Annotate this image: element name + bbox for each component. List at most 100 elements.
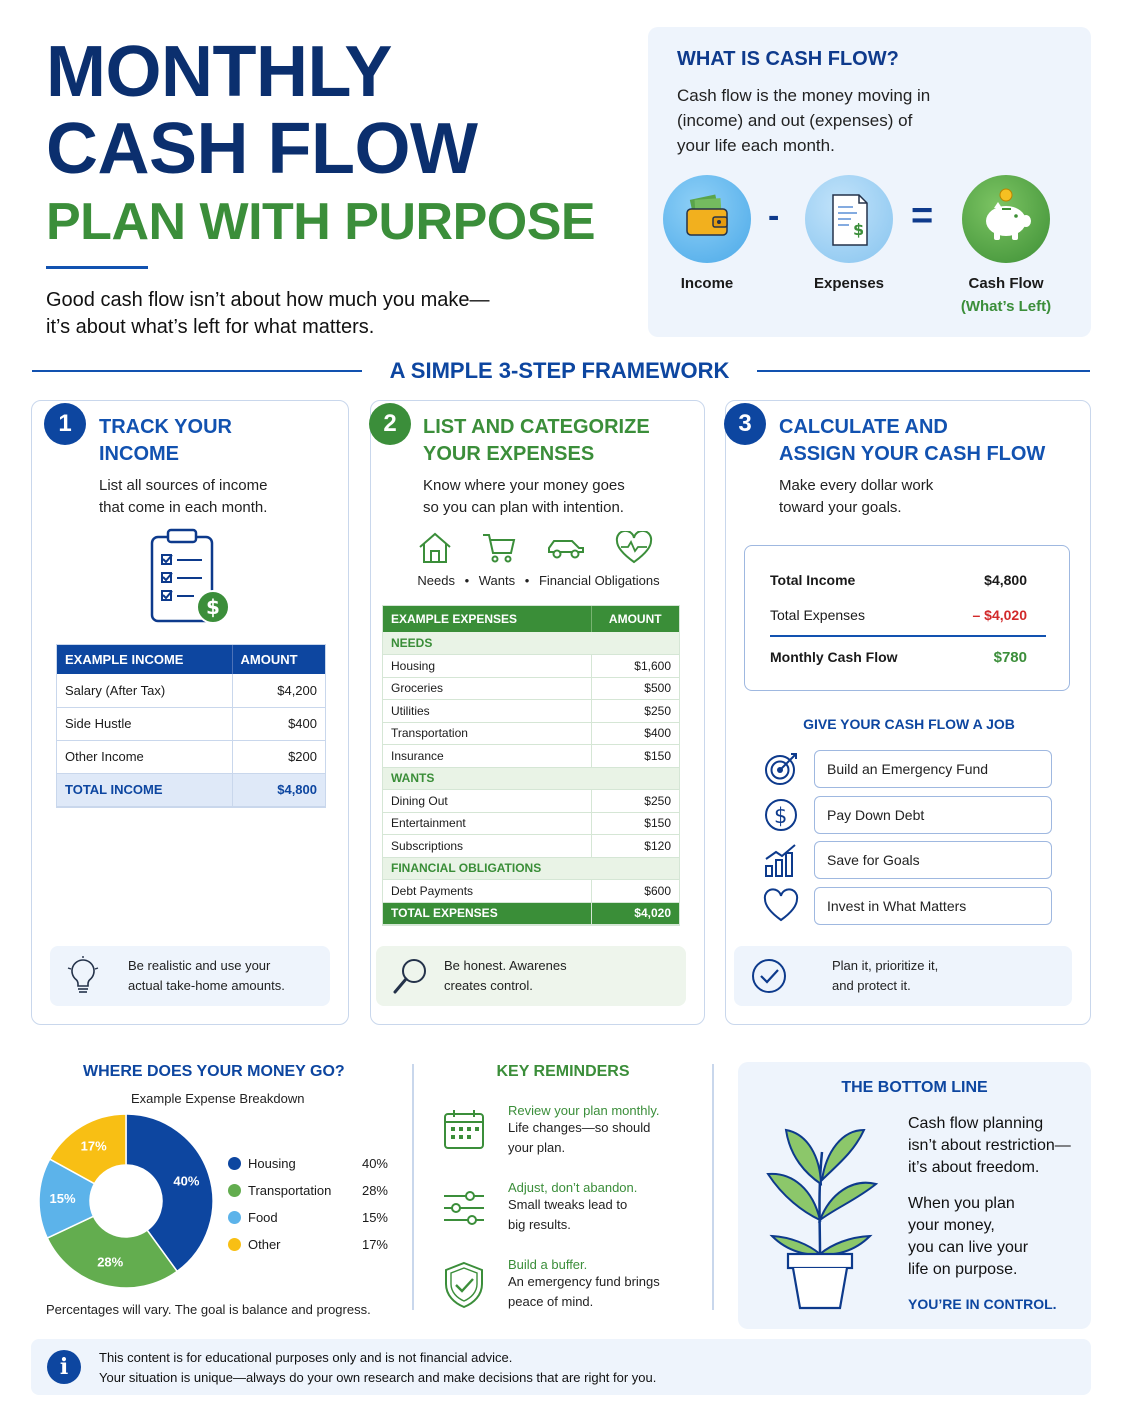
job-emergency-fund: Build an Emergency Fund	[814, 750, 1052, 788]
step3-title: CALCULATE AND ASSIGN YOUR CASH FLOW	[779, 416, 1046, 465]
slice-label-food: 15%	[50, 1191, 76, 1206]
subtitle: PLAN WITH PURPOSE	[46, 193, 596, 251]
step1-description: List all sources of income that come in …	[99, 477, 268, 516]
check-circle-icon	[752, 959, 786, 993]
cash-flow-label: Cash Flow	[968, 275, 1044, 292]
cash-flow-summary: Total Income $4,800 Total Expenses – $4,…	[744, 545, 1070, 691]
section-divider	[412, 1064, 414, 1310]
plant-icon	[766, 1128, 879, 1310]
step3-tip: Plan it, prioritize it, and protect it.	[734, 946, 1072, 1006]
reminder-2: Adjust, don’t abandon. Small tweaks lead…	[508, 1180, 638, 1232]
table-row: Groceries $500	[383, 677, 679, 700]
framework-rule-left	[32, 370, 362, 372]
title-underline	[46, 266, 148, 269]
cart-icon	[483, 534, 516, 563]
svg-text:$: $	[853, 220, 864, 239]
title-line1: MONTHLY	[46, 32, 392, 112]
expense-total-row: TOTAL EXPENSES $4,020	[383, 902, 679, 925]
step1-tip-line1: Be realistic and use your	[128, 958, 271, 973]
tagline: Good cash flow isn’t about how much you …	[46, 289, 490, 338]
bottom-line-cta: YOU’RE IN CONTROL.	[908, 1296, 1057, 1312]
step2-description: Know where your money goes so you can pl…	[423, 477, 625, 516]
category-row-needs: NEEDS	[383, 632, 679, 655]
table-row: Utilities $250	[383, 699, 679, 723]
income-label: Income	[680, 275, 734, 292]
table-row: Housing $1,600	[383, 654, 679, 678]
piggy-bank-icon	[986, 188, 1031, 240]
summary-expenses-amount: – $4,020	[972, 607, 1028, 623]
legend-item-transportation: Transportation 28%	[228, 1177, 388, 1204]
step2-tip-line1: Be honest. Awarenes	[444, 958, 567, 973]
step3-number: 3	[724, 403, 766, 445]
legend-item-other: Other 17%	[228, 1231, 388, 1258]
minus-sign: -	[768, 197, 780, 235]
legend-swatch	[228, 1211, 241, 1224]
table-row: Subscriptions $120	[383, 834, 679, 858]
step2-tip: Be honest. Awarenes creates control.	[376, 946, 686, 1006]
expense-col-amount: AMOUNT	[590, 606, 679, 632]
slice-label-other: 17%	[81, 1138, 107, 1153]
income-circle	[663, 175, 751, 263]
table-row: Insurance $150	[383, 744, 679, 768]
heart-icon	[763, 888, 799, 922]
table-row: Other Income $200	[57, 740, 325, 774]
summary-income-label: Total Income	[770, 572, 856, 588]
wallet-icon	[686, 194, 728, 236]
step1-tip: Be realistic and use your actual take-ho…	[50, 946, 330, 1006]
bottom-line-para2: When you plan your money, you can live y…	[908, 1195, 1029, 1278]
dollar-coin-icon: $	[765, 799, 797, 831]
table-row: Salary (After Tax) $4,200	[57, 674, 325, 708]
income-total-row: TOTAL INCOME $4,800	[57, 773, 325, 807]
title-line2: CASH FLOW	[46, 109, 478, 189]
bottom-line-para1: Cash flow planning isn’t about restricti…	[908, 1115, 1071, 1176]
jobs-title: GIVE YOUR CASH FLOW A JOB	[803, 716, 1015, 732]
category-row-financial: FINANCIAL OBLIGATIONS	[383, 857, 679, 880]
lightbulb-icon	[67, 956, 99, 993]
step2-number: 2	[369, 403, 411, 445]
chart-legend: Housing 40% Transportation 28% Food 15% …	[228, 1150, 388, 1258]
framework-title: A SIMPLE 3-STEP FRAMEWORK	[389, 358, 730, 383]
summary-cashflow-amount: $780	[993, 649, 1027, 666]
receipt-icon: $	[832, 194, 868, 246]
slice-housing	[125, 1113, 214, 1273]
car-icon	[548, 540, 584, 559]
step2-tip-line2: creates control.	[444, 978, 533, 993]
step1-number: 1	[44, 403, 86, 445]
table-row: Side Hustle $400	[57, 707, 325, 741]
chart-subtitle: Example Expense Breakdown	[131, 1091, 305, 1106]
reminders-title: KEY REMINDERS	[496, 1063, 630, 1080]
table-row: Transportation $400	[383, 722, 679, 745]
expense-table: EXAMPLE EXPENSES AMOUNT NEEDS Housing $1,…	[382, 605, 680, 926]
info-icon: i	[47, 1350, 81, 1384]
legend-item-food: Food 15%	[228, 1204, 388, 1231]
disclaimer-bar: i This content is for educational purpos…	[31, 1339, 1091, 1395]
sliders-icon	[444, 1191, 484, 1225]
reminder-3: Build a buffer. An emergency fund brings…	[508, 1257, 660, 1309]
expense-col-label: EXAMPLE EXPENSES	[383, 606, 591, 632]
summary-divider	[770, 635, 1046, 637]
bottom-line-title: THE BOTTOM LINE	[841, 1079, 988, 1096]
reminder-1: Review your plan monthly. Life changes—s…	[508, 1103, 660, 1155]
income-table: EXAMPLE INCOME AMOUNT Salary (After Tax)…	[56, 644, 326, 808]
growth-chart-icon	[765, 844, 796, 877]
step2-title: LIST AND CATEGORIZE YOUR EXPENSES	[423, 416, 650, 465]
disclaimer-text: This content is for educational purposes…	[99, 1350, 657, 1385]
home-icon	[419, 532, 451, 563]
step1-title: TRACK YOUR INCOME	[99, 416, 232, 465]
step1-tip-line2: actual take-home amounts.	[128, 978, 285, 993]
expense-categories: Needs • Wants • Financial Obligations	[417, 573, 660, 588]
target-icon	[765, 753, 797, 785]
heart-pulse-icon	[615, 531, 653, 564]
expense-donut-chart: 40% 28% 15% 17%	[38, 1113, 214, 1289]
shield-check-icon	[445, 1261, 483, 1309]
step3-card: 3 CALCULATE AND ASSIGN YOUR CASH FLOW Ma…	[724, 400, 1091, 1025]
clipboard-checklist-icon: $	[150, 528, 230, 624]
legend-swatch	[228, 1238, 241, 1251]
slice-transportation	[46, 1215, 179, 1289]
table-row: Debt Payments $600	[383, 879, 679, 903]
step3-tip-line2: and protect it.	[832, 978, 911, 993]
step2-card: 2 LIST AND CATEGORIZE YOUR EXPENSES Know…	[369, 400, 705, 1025]
legend-swatch	[228, 1157, 241, 1170]
slice-label-transportation: 28%	[97, 1255, 123, 1270]
legend-swatch	[228, 1184, 241, 1197]
